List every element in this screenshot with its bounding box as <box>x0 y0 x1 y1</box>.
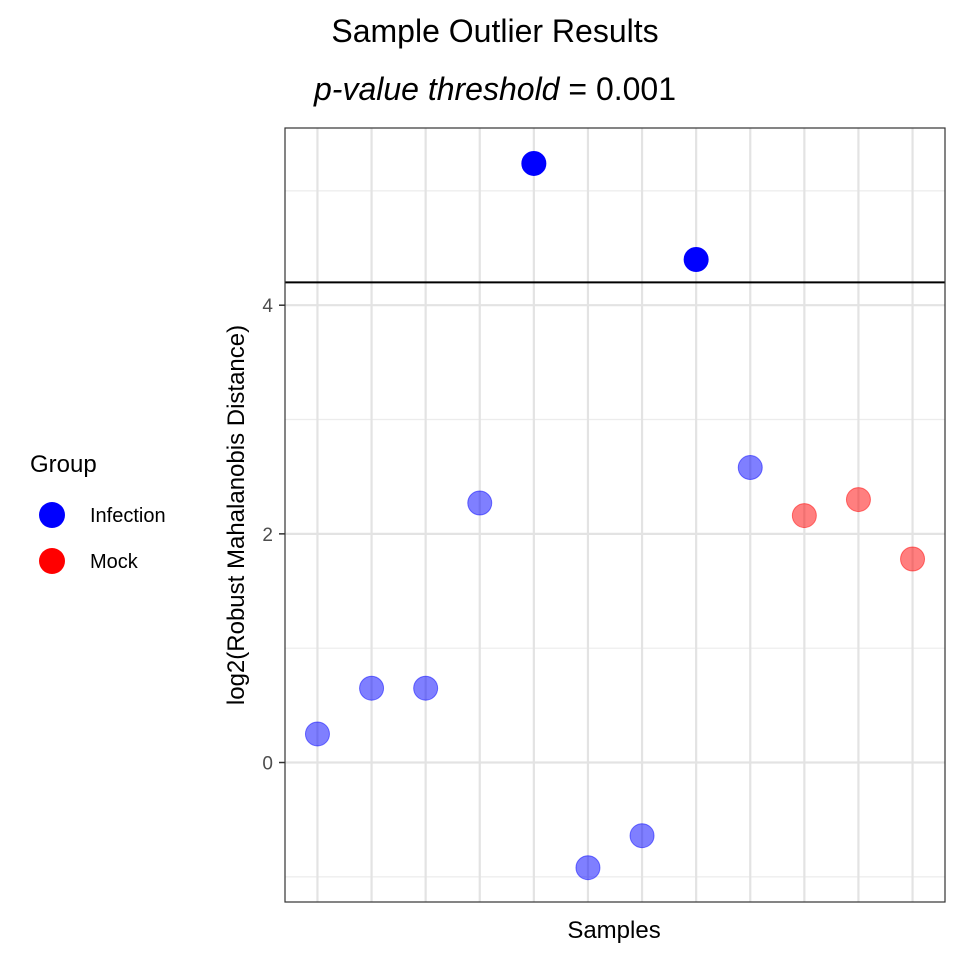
legend: Group Infection Mock <box>30 451 166 574</box>
data-point <box>413 675 439 701</box>
legend-title: Group <box>30 451 97 478</box>
y-tick-label: 4 <box>262 296 273 317</box>
data-point <box>521 150 547 176</box>
data-point <box>575 855 601 881</box>
legend-key <box>39 502 65 528</box>
y-axis-title: log2(Robust Mahalanobis Distance) <box>223 325 250 705</box>
legend-key <box>39 548 65 574</box>
data-point <box>629 823 655 849</box>
data-point <box>900 546 926 572</box>
data-point <box>737 455 763 481</box>
subtitle-rest: = 0.001 <box>559 71 676 107</box>
data-point <box>683 246 709 272</box>
x-axis-title: Samples <box>567 917 660 944</box>
data-points <box>304 150 926 881</box>
plot-border <box>284 127 946 903</box>
legend-label: Mock <box>90 551 139 573</box>
data-point <box>359 675 385 701</box>
data-point <box>791 503 817 529</box>
data-point <box>304 721 330 747</box>
subtitle-italic: p-value threshold <box>313 71 561 107</box>
y-tick-label: 2 <box>262 525 273 546</box>
chart-title: Sample Outlier Results <box>331 13 658 49</box>
y-axis: 0 2 4 <box>262 296 285 775</box>
legend-entries: Infection Mock <box>39 502 166 574</box>
legend-label: Infection <box>90 505 166 527</box>
plot-panel <box>285 128 945 902</box>
chart-subtitle: p-value threshold = 0.001 <box>313 71 676 107</box>
y-tick-label: 0 <box>262 754 273 775</box>
data-point <box>845 487 871 513</box>
data-point <box>467 490 493 516</box>
